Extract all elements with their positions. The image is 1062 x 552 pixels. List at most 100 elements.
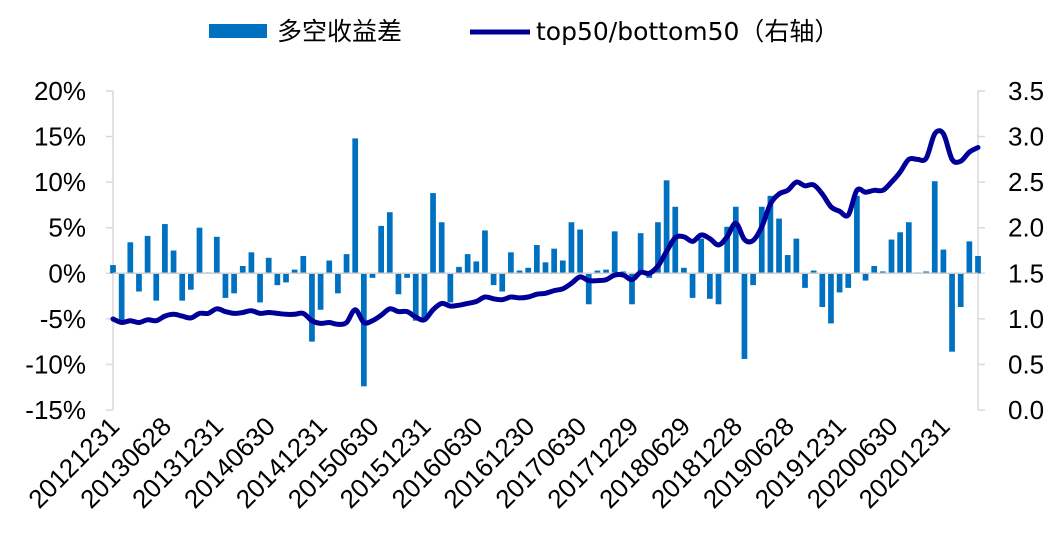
line-series — [110, 128, 981, 327]
left-tick-label: -5% — [40, 304, 86, 334]
left-tick-label: 5% — [48, 213, 86, 243]
bar — [698, 238, 705, 274]
bar — [369, 273, 376, 278]
right-tick-label: 1.0 — [1008, 304, 1044, 334]
bar — [127, 242, 134, 274]
bar — [854, 195, 860, 274]
bar — [637, 233, 644, 274]
legend-line-label: top50/bottom50（右轴） — [536, 17, 839, 46]
bar — [577, 229, 583, 274]
bar — [836, 273, 843, 293]
bar — [430, 193, 436, 274]
bar — [819, 273, 826, 308]
bar — [170, 250, 177, 274]
bar — [689, 273, 696, 298]
bar — [352, 138, 359, 274]
bar — [162, 224, 168, 274]
bar — [231, 273, 237, 294]
bar — [724, 226, 731, 274]
bar — [888, 239, 895, 274]
bar — [196, 227, 203, 274]
bar — [360, 273, 367, 387]
bar — [490, 273, 497, 286]
bar — [248, 252, 255, 274]
bar — [594, 270, 601, 274]
bar — [715, 273, 722, 305]
bar — [300, 255, 307, 274]
bar — [473, 261, 480, 274]
bar — [239, 265, 246, 274]
right-axis: 3.5 3.0 2.5 2.0 1.5 1.0 0.5 0.0 — [978, 76, 1044, 425]
bar — [447, 273, 454, 303]
bar — [845, 273, 852, 288]
bar — [395, 273, 402, 295]
bar — [957, 273, 964, 308]
bar — [335, 273, 341, 294]
bar — [412, 273, 419, 321]
bar — [966, 241, 973, 274]
bar — [551, 248, 558, 274]
bar — [421, 273, 428, 321]
right-tick-label: 2.5 — [1008, 167, 1044, 197]
bar — [940, 249, 947, 274]
bar — [136, 273, 142, 292]
bar — [871, 265, 878, 274]
bar — [118, 273, 125, 321]
bar — [620, 271, 627, 274]
bar — [923, 271, 929, 274]
bar — [681, 267, 687, 274]
bar — [482, 230, 488, 274]
left-tick-label: 20% — [34, 76, 86, 106]
bar — [464, 254, 471, 274]
bar — [110, 265, 116, 274]
bar — [326, 260, 333, 274]
bar — [499, 273, 506, 292]
bar — [438, 222, 445, 274]
bar — [784, 255, 791, 274]
bar — [568, 222, 575, 274]
bar — [222, 273, 229, 298]
bar — [386, 212, 393, 274]
bar — [213, 236, 220, 274]
bar — [179, 273, 186, 301]
bar — [144, 235, 151, 274]
bar — [802, 273, 808, 288]
bar — [862, 273, 869, 281]
bar — [732, 206, 739, 274]
bar — [828, 273, 834, 324]
x-axis: 2012123120130628201312312014063020141231… — [22, 411, 955, 514]
bar — [283, 273, 289, 283]
left-tick-label: 0% — [48, 258, 86, 288]
bar — [456, 266, 462, 274]
bar — [810, 270, 817, 274]
bar — [741, 273, 748, 359]
right-tick-label: 0.5 — [1008, 349, 1044, 379]
bar — [533, 245, 540, 274]
bar — [793, 238, 800, 274]
bar — [508, 252, 514, 274]
bar — [585, 273, 592, 305]
bar — [404, 273, 410, 278]
left-axis: 20% 15% 10% 5% 0% -5% -10% -15% — [25, 76, 113, 425]
bar — [343, 254, 350, 274]
right-tick-label: 3.5 — [1008, 76, 1044, 106]
bar — [776, 218, 782, 274]
bar — [516, 270, 523, 274]
bar — [655, 222, 661, 274]
bar — [265, 257, 272, 274]
bar — [611, 231, 618, 274]
bar — [931, 181, 938, 274]
bar — [767, 195, 774, 274]
bar — [525, 267, 532, 274]
bar — [274, 273, 281, 286]
bar — [603, 269, 609, 274]
bar — [949, 273, 955, 352]
right-tick-label: 3.0 — [1008, 122, 1044, 152]
bar — [291, 269, 298, 274]
bar — [559, 260, 566, 274]
bar — [257, 273, 263, 303]
bar — [187, 273, 194, 290]
bar-series — [110, 138, 981, 387]
bar — [879, 271, 886, 274]
